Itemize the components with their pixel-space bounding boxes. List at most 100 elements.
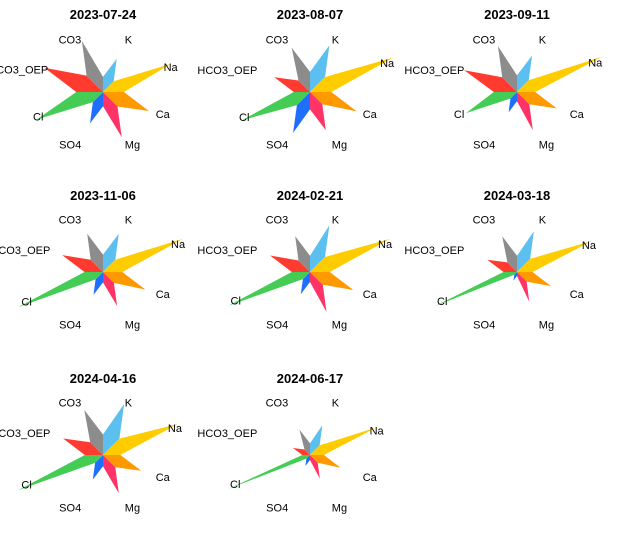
variable-label: Ca: [156, 472, 171, 484]
segment-cl: [18, 455, 103, 491]
segment-so4: [305, 455, 310, 466]
variable-label: CO3: [266, 214, 289, 226]
segment-so4: [92, 455, 103, 480]
segment-so4: [293, 92, 310, 133]
segment-ca: [103, 272, 146, 290]
variable-label: Ca: [570, 109, 585, 121]
segment-ca: [517, 272, 551, 287]
variable-label: Na: [588, 58, 603, 70]
star-panel-2023-07-24: 2023-07-24 K Na Ca Mg SO4 Cl HCO3_OEP CO3: [0, 7, 179, 152]
variable-label: Na: [582, 240, 597, 252]
segment-co3: [299, 429, 310, 455]
variable-label: Ca: [363, 109, 378, 121]
segment-na: [103, 238, 183, 272]
segment-na: [310, 57, 394, 92]
segment-ca: [103, 92, 149, 111]
segment-mg: [310, 92, 326, 131]
variable-label: Na: [168, 423, 183, 435]
segment-mg: [103, 92, 122, 137]
segment-so4: [513, 272, 517, 281]
variable-label: SO4: [473, 320, 495, 332]
segment-mg: [310, 272, 327, 312]
star-panel-2023-11-06: 2023-11-06 K Na Ca Mg SO4 Cl HCO3_OEP CO3: [0, 188, 186, 332]
segment-hco3-oep: [487, 259, 517, 272]
segment-co3: [502, 236, 517, 272]
segment-na: [310, 238, 390, 272]
segment-na: [517, 56, 602, 92]
segment-cl: [434, 272, 517, 307]
variable-label: Cl: [230, 479, 240, 491]
variable-label: K: [539, 214, 547, 226]
panel-title: 2023-08-07: [277, 7, 344, 22]
star-panel-2024-06-17: 2024-06-17 K Na Ca Mg SO4 Cl HCO3_OEP CO3: [197, 371, 384, 515]
variable-label: Cl: [437, 296, 447, 308]
segment-mg: [103, 272, 118, 306]
panel-title: 2023-11-06: [70, 188, 136, 203]
variable-label: HCO3_OEP: [404, 245, 464, 257]
segment-cl: [466, 92, 517, 114]
variable-label: SO4: [473, 140, 495, 152]
variable-label: SO4: [266, 320, 288, 332]
variable-label: K: [125, 397, 133, 409]
segment-na: [103, 63, 171, 92]
variable-label: Ca: [156, 109, 171, 121]
variable-label: Mg: [332, 320, 347, 332]
variable-label: HCO3_OEP: [404, 65, 464, 77]
segment-co3: [498, 46, 517, 92]
segment-k: [517, 55, 533, 92]
star-panel-2023-08-07: 2023-08-07 K Na Ca Mg SO4 Cl HCO3_OEP CO3: [197, 7, 395, 152]
variable-label: Ca: [363, 289, 378, 301]
variable-label: Cl: [231, 296, 241, 308]
variable-label: CO3: [266, 397, 289, 409]
segment-hco3-oep: [62, 255, 103, 272]
variable-label: Na: [378, 239, 393, 251]
variable-label: CO3: [59, 214, 82, 226]
variable-label: SO4: [266, 140, 288, 152]
variable-label: CO3: [59, 34, 82, 46]
segment-na: [103, 424, 178, 455]
panel-title: 2023-09-11: [484, 7, 550, 22]
segment-cl: [242, 92, 310, 121]
variable-label: HCO3_OEP: [0, 428, 50, 440]
variable-label: CO3: [266, 34, 289, 46]
segment-so4: [93, 272, 103, 295]
variable-label: HCO3_OEP: [0, 245, 50, 257]
variable-label: Ca: [570, 289, 585, 301]
segment-hco3-oep: [464, 70, 517, 92]
segment-hco3-oep: [274, 77, 310, 92]
segment-k: [310, 45, 330, 92]
segment-cl: [227, 455, 310, 490]
variable-label: Ca: [363, 472, 378, 484]
variable-label: SO4: [266, 503, 288, 515]
variable-label: Na: [370, 425, 385, 437]
segment-ca: [517, 92, 557, 109]
variable-label: Mg: [332, 503, 347, 515]
variable-label: K: [332, 214, 340, 226]
variable-label: Cl: [21, 480, 31, 492]
variable-label: HCO3_OEP: [197, 428, 257, 440]
variable-label: K: [125, 214, 133, 226]
variable-label: SO4: [59, 320, 81, 332]
variable-label: K: [332, 34, 340, 46]
segment-ca: [310, 272, 354, 290]
variable-label: Na: [380, 58, 395, 70]
variable-label: Mg: [539, 140, 554, 152]
segment-mg: [517, 92, 533, 131]
panel-title: 2024-02-21: [277, 188, 344, 203]
variable-label: CO3: [473, 214, 496, 226]
variable-label: Mg: [125, 503, 140, 515]
segment-na: [517, 241, 592, 272]
variable-label: CO3: [59, 397, 82, 409]
segment-k: [310, 425, 323, 455]
segment-k: [103, 404, 125, 455]
variable-label: Mg: [125, 140, 140, 152]
segment-mg: [310, 455, 320, 479]
variable-label: Cl: [239, 112, 249, 124]
segment-so4: [300, 272, 310, 295]
segment-ca: [103, 455, 142, 471]
star-panel-2024-02-21: 2024-02-21 K Na Ca Mg SO4 Cl HCO3_OEP CO3: [197, 188, 393, 332]
segment-hco3-oep: [44, 67, 103, 92]
variable-label: CO3: [473, 34, 496, 46]
segment-hco3-oep: [293, 448, 310, 455]
